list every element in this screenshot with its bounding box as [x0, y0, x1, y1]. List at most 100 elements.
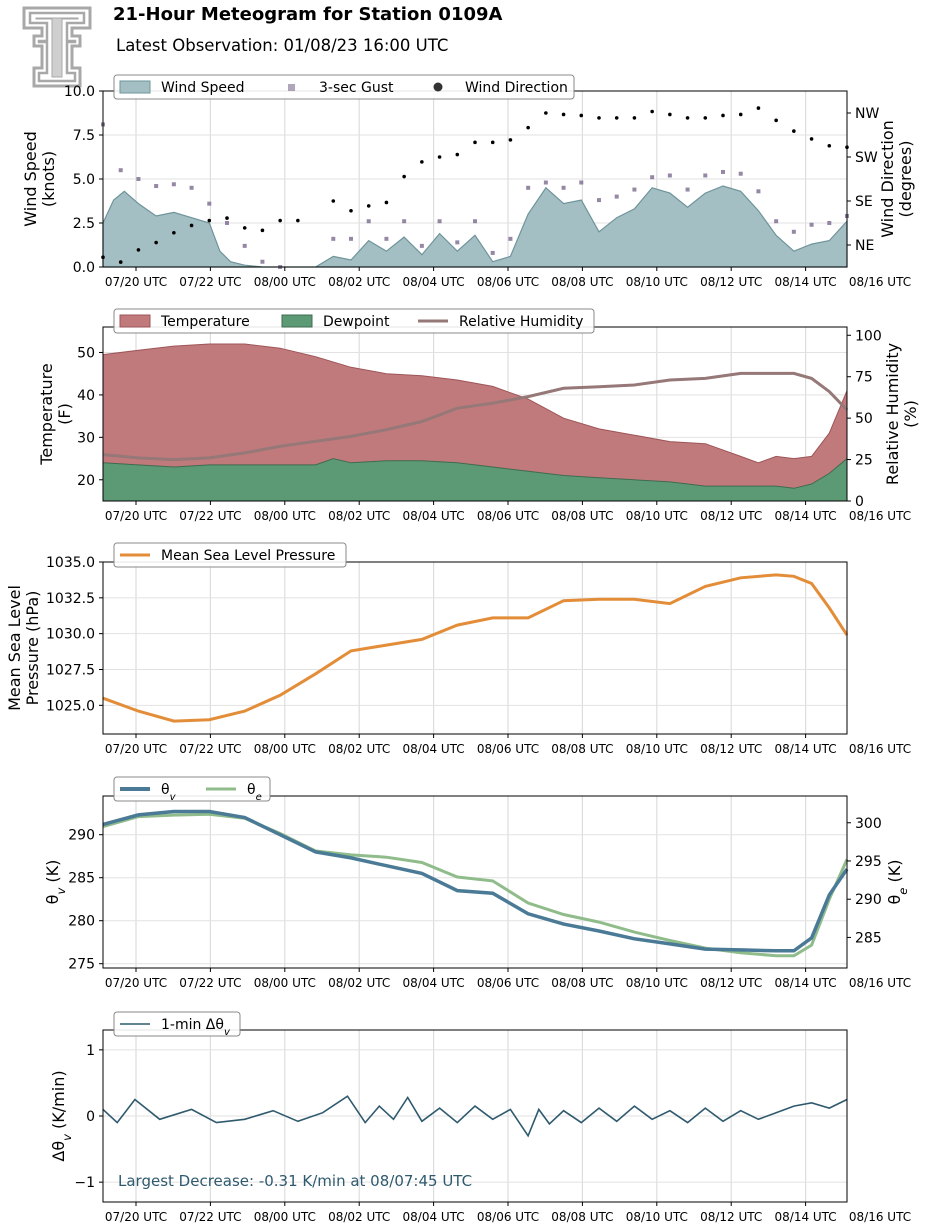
x-tick-label: 08/12 UTC: [700, 1210, 762, 1224]
gust-marker: [827, 221, 832, 225]
legend-box: [113, 1011, 241, 1037]
wind-direction-point: [402, 174, 406, 179]
gust-marker: [366, 219, 371, 224]
wind-direction-point: [827, 143, 832, 148]
wind-direction-point: [738, 112, 743, 117]
x-tick-label: 08/12 UTC: [700, 742, 762, 756]
x-tick-label: 08/04 UTC: [403, 275, 465, 289]
legend-swatch: [281, 314, 313, 328]
page-title: 21-Hour Meteogram for Station 0109A: [113, 4, 503, 25]
x-tick-label: 07/20 UTC: [105, 275, 167, 289]
y-tick-label-right: 295: [855, 854, 882, 870]
x-tick-label: 08/16 UTC: [849, 976, 911, 990]
gust-marker: [579, 180, 584, 185]
y-axis-label: Mean Sea Level: [5, 585, 24, 711]
gust-marker: [242, 243, 247, 248]
gust-marker: [349, 236, 353, 241]
x-tick-label: 07/20 UTC: [105, 1210, 167, 1224]
x-tick-label: 08/16 UTC: [849, 275, 911, 289]
legend-item: 3-sec Gust: [319, 80, 394, 96]
gust-marker: [118, 168, 123, 173]
y-tick-label: 1025.0: [46, 698, 95, 714]
gust-marker: [703, 173, 708, 178]
y-tick-label: 1: [86, 1043, 95, 1059]
x-tick-label: 08/10 UTC: [626, 275, 688, 289]
wind-direction-point: [172, 230, 176, 235]
x-tick-label: 08/02 UTC: [328, 509, 390, 523]
x-tick-label: 07/22 UTC: [179, 742, 241, 756]
gust-marker: [437, 219, 442, 224]
y-tick-label: 1030.0: [46, 627, 95, 643]
y-tick-label-right: 0: [855, 494, 864, 510]
gust-marker: [685, 187, 690, 192]
theta-v-line: [102, 809, 849, 953]
x-tick-label: 08/00 UTC: [254, 275, 316, 289]
x-tick-label: 08/08 UTC: [551, 742, 613, 756]
wind-direction-point: [154, 240, 158, 245]
x-tick-label: 08/10 UTC: [626, 1210, 688, 1224]
x-tick-label: 08/10 UTC: [626, 976, 688, 990]
legend-swatch: [119, 314, 151, 328]
gust-marker: [809, 222, 814, 227]
panel-4: 275 280 285 290 285 290 295 300 07/20 UTC 07/22 U…: [43, 776, 911, 990]
wind-direction-point: [366, 204, 371, 208]
wind-direction-point: [561, 112, 566, 117]
wind-direction-point: [526, 125, 530, 130]
x-tick-label: 08/12 UTC: [700, 509, 762, 523]
y-tick-label: 7.5: [73, 128, 95, 144]
wind-direction-point: [278, 218, 282, 223]
wind-direction-point: [792, 129, 796, 133]
gust-marker: [154, 184, 159, 189]
gust-marker: [402, 219, 407, 224]
x-tick-label: 08/14 UTC: [775, 275, 837, 289]
y-axis-label-right: Wind Direction: [878, 120, 897, 238]
y-axis-label: θv (K): [43, 860, 68, 905]
y-tick-label-right: 100: [855, 328, 882, 344]
wind-direction-point: [455, 152, 460, 157]
legend-item: Wind Direction: [465, 80, 568, 96]
y-tick-label: 10.0: [64, 84, 95, 100]
wind-direction-point: [384, 200, 389, 205]
dewpoint-area: [102, 457, 848, 502]
gust-marker: [597, 198, 601, 203]
legend-item: θv: [161, 782, 177, 803]
wind-direction-point: [508, 138, 513, 142]
y-axis-label: Δθv (K/min): [49, 1070, 74, 1161]
wind-direction-point: [349, 208, 353, 213]
wind-direction-point: [331, 199, 336, 203]
x-tick-label: 08/00 UTC: [254, 1210, 316, 1224]
y-tick-label-right: 75: [855, 370, 873, 386]
y-tick-label: 40: [77, 388, 95, 404]
x-tick-label: 08/08 UTC: [551, 509, 613, 523]
gust-marker: [260, 259, 265, 264]
y-tick-label-right: 300: [855, 816, 882, 832]
y-tick-label: 0: [86, 1109, 95, 1125]
x-tick-label: 08/12 UTC: [700, 976, 762, 990]
y-tick-label-right: 290: [855, 892, 882, 908]
x-tick-label: 08/00 UTC: [254, 509, 316, 523]
wind-direction-point: [614, 116, 619, 120]
largest-decrease-annotation: Largest Decrease: -0.31 K/min at 08/07:4…: [118, 1172, 472, 1190]
legend-item: Wind Speed: [161, 80, 245, 96]
x-tick-label: 08/02 UTC: [328, 976, 390, 990]
wind-direction-point: [260, 228, 265, 233]
x-tick-label: 08/10 UTC: [626, 742, 688, 756]
wind-direction-point: [296, 218, 300, 223]
x-tick-label: 08/16 UTC: [849, 509, 911, 523]
x-tick-label: 07/20 UTC: [105, 976, 167, 990]
delta-theta-line: [102, 1095, 848, 1138]
gust-marker: [455, 240, 460, 245]
wind-direction-point: [632, 116, 637, 120]
x-tick-label: 08/04 UTC: [403, 976, 465, 990]
y-axis-label: Pressure (hPa): [23, 591, 42, 706]
legend-box: [113, 74, 575, 100]
x-tick-label: 08/06 UTC: [477, 976, 539, 990]
legend-box: [113, 308, 595, 334]
y-tick-label-right: SW: [855, 150, 878, 166]
x-tick-label: 08/08 UTC: [551, 1210, 613, 1224]
y-tick-label-right: NE: [855, 238, 874, 254]
gust-marker: [614, 194, 619, 199]
y-tick-label-right: 50: [855, 411, 873, 427]
wind-direction-point: [473, 140, 477, 145]
